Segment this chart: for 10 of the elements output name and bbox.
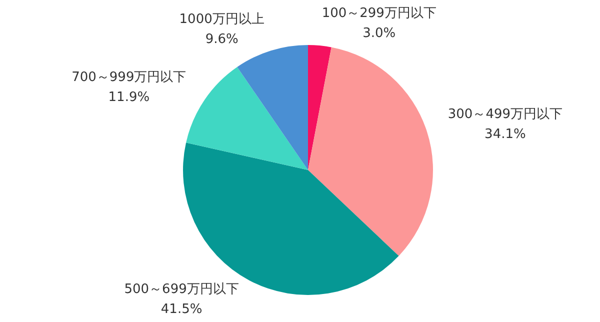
data-label: 3.0%: [362, 26, 396, 42]
data-label: 9.6%: [205, 32, 238, 47]
slice-label: 100～299万円以下: [322, 6, 436, 22]
data-label: 11.9%: [108, 90, 150, 106]
slice-label: 300～499万円以下: [448, 107, 563, 122]
slice-label: 500～699万円以下: [124, 282, 239, 298]
slice-label: 1000万円以上: [179, 12, 264, 27]
data-label: 41.5%: [160, 302, 202, 318]
slice-label: 700～999万円以下: [72, 70, 186, 86]
data-label: 34.1%: [484, 127, 526, 142]
